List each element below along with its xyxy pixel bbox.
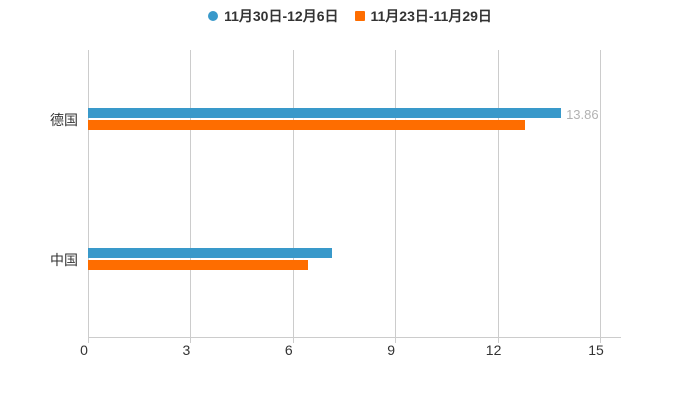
bar-value-label: 13.86 xyxy=(566,106,599,122)
bar-德国-series-0[interactable] xyxy=(88,107,562,118)
legend-marker-square-icon xyxy=(354,11,365,21)
bar-中国-series-1[interactable] xyxy=(88,259,309,270)
legend-item-series-1[interactable]: 11月23日-11月29日 xyxy=(354,6,492,26)
gridline-x-15 xyxy=(600,50,601,337)
chart-legend: 11月30日-12月6日 11月23日-11月29日 xyxy=(0,6,700,26)
y-axis-line xyxy=(88,50,89,337)
y-axis-category-label: 中国 xyxy=(50,251,78,268)
legend-label: 11月23日-11月29日 xyxy=(370,8,492,24)
legend-item-series-0[interactable]: 11月30日-12月6日 xyxy=(208,6,339,26)
plot-area xyxy=(88,50,601,337)
x-axis-tick xyxy=(395,338,397,343)
legend-label: 11月30日-12月6日 xyxy=(224,8,339,24)
x-axis-line xyxy=(88,337,621,338)
bar-中国-series-0[interactable] xyxy=(88,247,333,258)
x-axis-tick xyxy=(190,338,192,343)
x-axis-tick xyxy=(497,338,499,343)
x-axis-tick-label: 15 xyxy=(588,342,604,358)
x-axis-tick-label: 6 xyxy=(284,342,293,358)
x-axis-tick-label: 12 xyxy=(485,342,502,358)
gridline-x-9 xyxy=(395,50,397,337)
gridline-x-12 xyxy=(497,50,499,337)
x-axis-tick-label: 0 xyxy=(80,342,88,358)
x-axis-tick xyxy=(88,338,89,343)
legend-marker-circle-icon xyxy=(208,11,219,21)
gridline-x-3 xyxy=(190,50,192,337)
bar-德国-series-1[interactable] xyxy=(88,119,525,130)
y-axis-category-label: 德国 xyxy=(50,111,78,128)
x-axis-tick xyxy=(292,338,294,343)
x-axis-tick-label: 9 xyxy=(387,342,396,358)
x-axis-tick xyxy=(600,338,601,343)
gridline-x-6 xyxy=(292,50,294,337)
x-axis-tick-label: 3 xyxy=(182,342,191,358)
